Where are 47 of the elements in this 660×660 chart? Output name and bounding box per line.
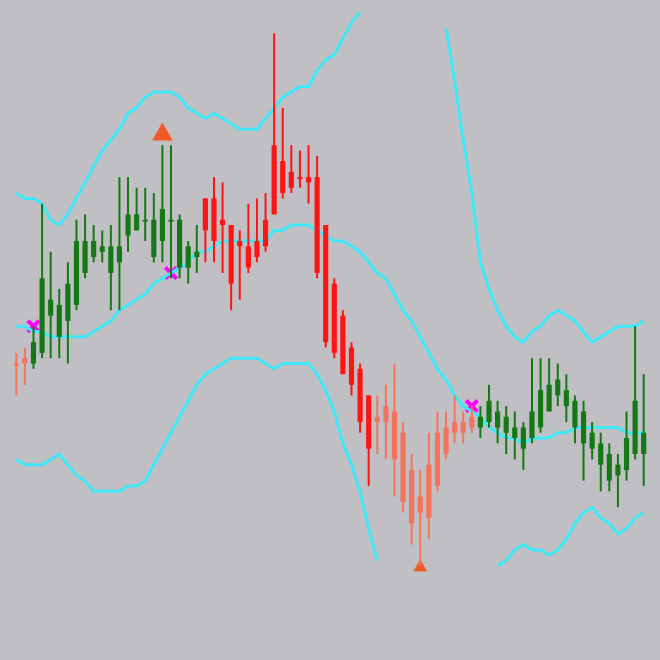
candlestick — [503, 405, 509, 456]
candlestick — [13, 351, 19, 397]
candlestick — [288, 144, 294, 195]
candlestick — [254, 197, 260, 264]
candlestick — [108, 224, 114, 312]
candlestick — [211, 176, 217, 264]
candlestick — [30, 325, 37, 370]
candlestick — [374, 394, 380, 456]
candlestick — [641, 373, 647, 487]
candlestick — [598, 431, 604, 493]
candlestick — [125, 176, 131, 253]
candlestick — [555, 362, 561, 408]
candlestick — [297, 149, 303, 189]
candlestick — [22, 346, 28, 386]
candlestick — [460, 410, 466, 445]
candlestick — [151, 192, 157, 264]
candlestick — [116, 176, 123, 312]
candlestick — [512, 410, 518, 461]
candlestick — [383, 383, 389, 461]
candlestick — [486, 383, 492, 429]
point — [25, 318, 42, 334]
candlestick — [606, 442, 612, 493]
candlestick — [237, 229, 243, 301]
candlestick — [48, 250, 54, 360]
point — [464, 398, 480, 414]
candlestick — [348, 341, 355, 397]
candlestick — [469, 405, 475, 434]
candlestick — [623, 410, 630, 482]
candlestick — [546, 357, 552, 413]
candlestick — [194, 224, 200, 274]
candlestick — [529, 357, 535, 445]
candlestick — [417, 469, 423, 567]
candlestick — [537, 357, 544, 434]
candlestick — [262, 192, 269, 253]
candlestick — [589, 421, 595, 461]
point — [153, 124, 172, 141]
candlestick — [615, 453, 621, 509]
candlestick — [391, 362, 398, 498]
candlestick — [168, 144, 174, 280]
point — [163, 265, 179, 281]
candlestick — [56, 287, 62, 360]
candlestick — [305, 144, 312, 205]
candlestick — [185, 240, 191, 285]
candlestick — [219, 181, 226, 274]
candlestick — [572, 394, 578, 445]
candlestick — [65, 261, 71, 365]
candlestick — [580, 399, 587, 482]
